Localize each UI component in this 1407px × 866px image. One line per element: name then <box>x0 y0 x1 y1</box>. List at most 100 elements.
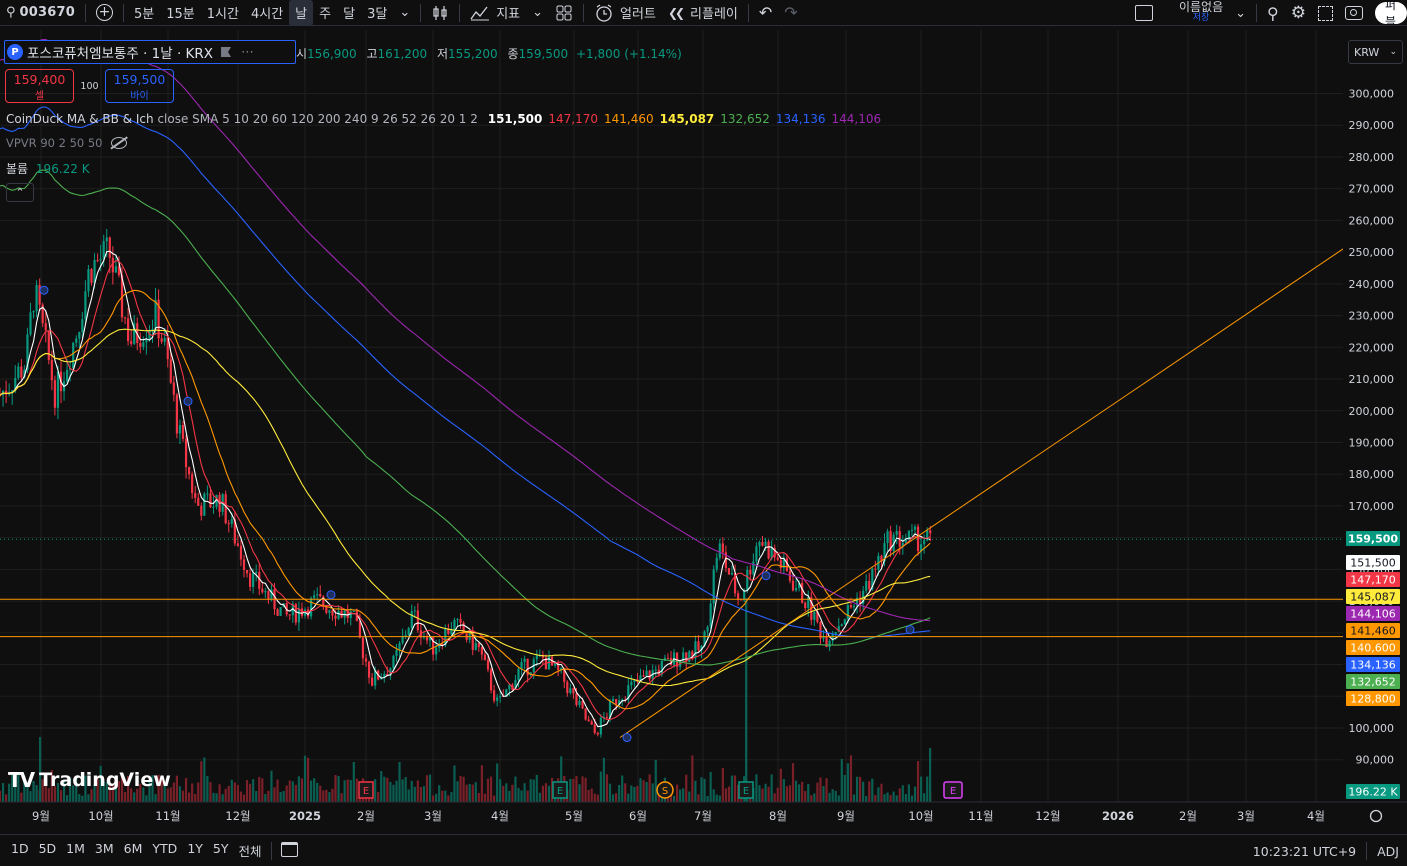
compare-button[interactable]: + <box>90 0 119 26</box>
layout-dropdown[interactable]: ⌄ <box>1229 0 1252 26</box>
volume-bar <box>133 792 136 802</box>
range-6[interactable]: 1Y <box>187 841 203 856</box>
candle-body <box>920 544 923 552</box>
layout-checkbox[interactable] <box>1129 0 1159 26</box>
alert-button[interactable]: 얼러트 <box>588 0 662 26</box>
snapshot-button[interactable] <box>1339 0 1369 26</box>
order-quantity[interactable]: 100 <box>80 80 99 92</box>
range-8[interactable]: 전체 <box>238 844 262 859</box>
volume-bar <box>846 763 849 802</box>
ma-20-line <box>0 289 931 710</box>
candle-body <box>630 681 633 686</box>
fullscreen-button[interactable] <box>1312 0 1339 26</box>
vpvr-indicator-legend[interactable]: VPVR 90 2 50 50 <box>6 136 127 150</box>
redo-button[interactable]: ↷ <box>778 0 803 26</box>
candle-body <box>496 697 499 701</box>
candle-body <box>730 572 734 575</box>
volume-bar <box>172 782 175 802</box>
clock-time[interactable]: 10:23:21 UTC+9 <box>1252 843 1357 859</box>
candle-body <box>14 377 17 391</box>
adj-toggle[interactable]: ADJ <box>1377 843 1399 859</box>
volume-bar <box>682 788 685 802</box>
chevron-down-icon: ⌄ <box>1389 47 1397 57</box>
candle-body <box>441 644 444 646</box>
divider <box>1256 4 1258 22</box>
candle-body <box>428 637 432 641</box>
volume-bar <box>676 784 679 802</box>
currency-selector[interactable]: KRW ⌄ <box>1348 40 1403 64</box>
range-2[interactable]: 1M <box>66 841 85 856</box>
candle-body <box>468 630 471 640</box>
interval-3[interactable]: 4시간 <box>250 7 284 22</box>
range-1[interactable]: 5D <box>38 841 57 856</box>
range-5[interactable]: YTD <box>152 841 178 856</box>
candle-body <box>120 275 124 318</box>
signal-marker <box>39 285 49 295</box>
volume-bar <box>630 785 633 802</box>
price-tag-label: 196.22 K <box>1348 786 1398 799</box>
interval-5[interactable]: 주 <box>319 7 332 22</box>
symbol-search[interactable]: ⚲ 003670 <box>0 0 81 26</box>
divider <box>583 3 585 22</box>
candle-body <box>435 647 438 655</box>
ma-indicator-legend[interactable]: CoinDuck MA & BB & Ich close SMA 5 10 20… <box>6 112 881 126</box>
candle-body <box>172 382 175 395</box>
collapse-legend-button[interactable]: ⌃ <box>6 183 34 202</box>
range-4[interactable]: 6M <box>123 841 143 856</box>
divider <box>1366 842 1368 860</box>
candle-body <box>587 719 590 722</box>
interval-1[interactable]: 15분 <box>166 7 195 22</box>
buy-button[interactable]: 159,500 바이 <box>105 69 174 103</box>
save-label: 저장 <box>1192 13 1210 23</box>
volume-bar <box>197 782 200 802</box>
more-icon[interactable]: ⋯ <box>241 44 255 60</box>
candle-body <box>572 688 575 694</box>
volume-bar <box>511 784 514 802</box>
ohlc-values: 시156,900 고161,200 저155,200 종159,500 +1,8… <box>296 45 682 62</box>
interval-6[interactable]: 달 <box>343 7 356 22</box>
range-0[interactable]: 1D <box>11 841 29 856</box>
candle-body <box>395 649 398 656</box>
volume-bar <box>920 776 923 802</box>
date-range-button[interactable] <box>276 841 303 860</box>
save-layout-button[interactable]: 이름없음 저장 <box>1173 1 1229 24</box>
open-label: 시 <box>296 47 308 61</box>
interval-dropdown[interactable]: ⌄ <box>393 0 416 26</box>
undo-button[interactable]: ↶ <box>753 0 778 26</box>
gear-icon: ⚙ <box>1290 3 1306 23</box>
chart-type-button[interactable] <box>425 0 455 26</box>
candle-body <box>569 688 572 694</box>
eye-off-icon[interactable] <box>110 137 127 149</box>
interval-4[interactable]: 날 <box>289 0 314 26</box>
publish-button[interactable]: 퍼블 <box>1375 2 1407 24</box>
range-7[interactable]: 5Y <box>212 841 229 856</box>
replay-button[interactable]: ❮❮ 리플레이 <box>662 0 744 26</box>
chevron-down-icon: ⌄ <box>399 5 411 20</box>
candle-body <box>425 636 429 641</box>
symbol-title-box[interactable]: P 포스코퓨처엠보통주 · 1날 · KRX ⋯ <box>4 40 296 64</box>
indicators-dropdown[interactable]: ⌄ <box>526 0 549 26</box>
tradingview-logo[interactable]: TV TradingView <box>8 768 171 792</box>
indicators-button[interactable]: 지표 <box>464 0 526 26</box>
settings-button[interactable]: ⚙ <box>1285 0 1312 26</box>
sell-button[interactable]: 159,400 셀 <box>5 69 74 103</box>
interval-0[interactable]: 5분 <box>134 7 155 22</box>
volume-indicator-legend[interactable]: 볼륨 196.22 K <box>6 160 90 177</box>
interval-7[interactable]: 3달 <box>367 7 388 22</box>
interval-2[interactable]: 1시간 <box>206 7 239 22</box>
range-3[interactable]: 3M <box>94 841 114 856</box>
candle-body <box>386 673 389 676</box>
price-chart[interactable]: E E S E E 300,000 290,000 280,000 270,000 260,000… <box>0 30 1407 834</box>
flag-icon[interactable] <box>221 47 232 57</box>
redo-icon: ↷ <box>784 3 798 22</box>
volume-bar <box>62 781 66 802</box>
templates-button[interactable] <box>549 0 579 26</box>
quick-search-button[interactable]: ⚲ <box>1261 0 1285 26</box>
ma-value: 132,652 <box>720 112 770 126</box>
volume-bar <box>41 779 44 802</box>
candle-body <box>520 662 523 670</box>
volume-bar <box>136 788 139 802</box>
event-marker-label: E <box>743 786 749 797</box>
volume-bar <box>709 771 712 802</box>
candle-body <box>514 680 517 690</box>
